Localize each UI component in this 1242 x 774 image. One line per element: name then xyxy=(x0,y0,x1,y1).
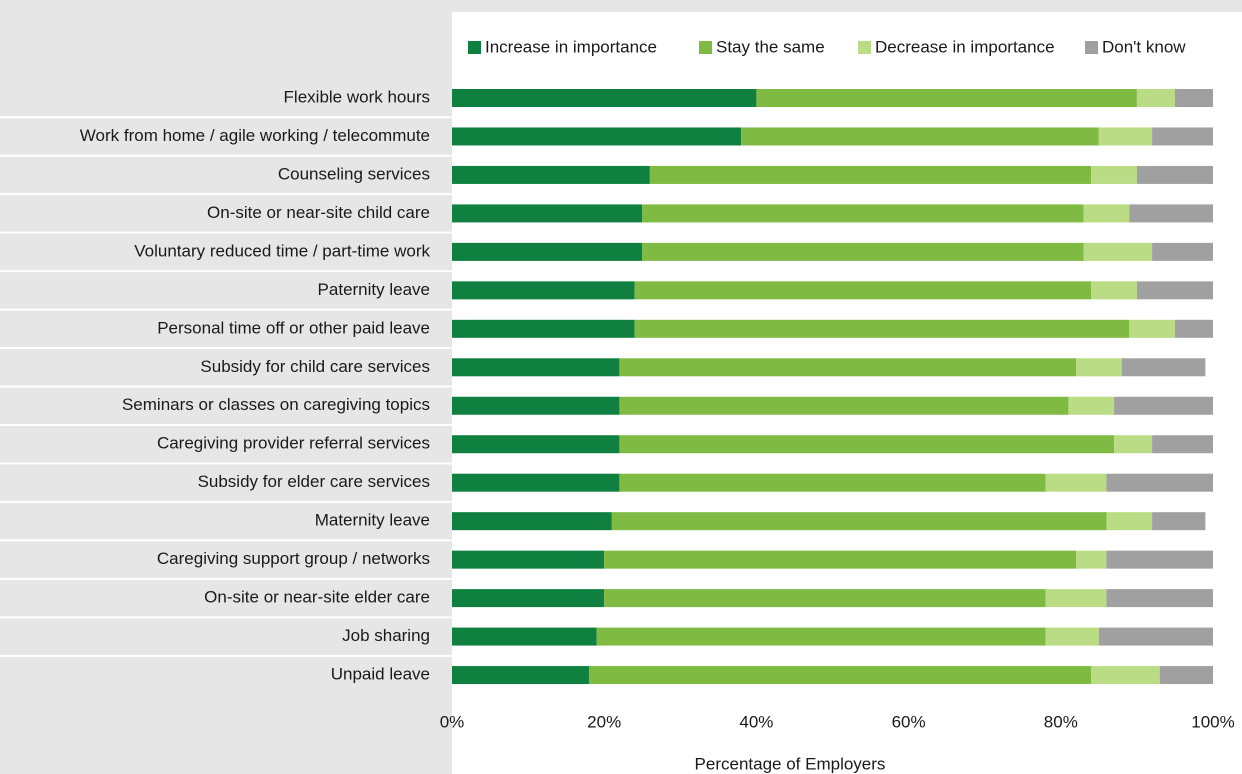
bar-segment xyxy=(1121,358,1206,377)
bar-segment xyxy=(452,165,650,184)
bar-segment xyxy=(452,281,635,300)
y-tick-label: Counseling services xyxy=(278,164,430,183)
bar-segment xyxy=(619,435,1115,454)
bar-segment xyxy=(1114,435,1153,454)
bar-segment xyxy=(596,627,1046,646)
legend-swatch xyxy=(858,41,871,54)
bar-segment xyxy=(619,358,1077,377)
bar-segment xyxy=(1106,512,1153,531)
bar-segment xyxy=(588,666,1092,685)
x-tick-label: 20% xyxy=(587,712,621,731)
bar-segment xyxy=(1174,319,1213,338)
x-tick-label: 0% xyxy=(440,712,465,731)
bar-segment xyxy=(756,89,1137,107)
x-tick-label: 60% xyxy=(892,712,926,731)
bar-segment xyxy=(1083,242,1153,261)
bar-segment xyxy=(1136,89,1175,107)
y-tick-label: Subsidy for child care services xyxy=(200,357,430,376)
legend-label: Stay the same xyxy=(716,37,825,56)
bar-segment xyxy=(1098,627,1213,646)
bar-segment xyxy=(1152,512,1206,531)
bar-segment xyxy=(1136,281,1213,300)
bar-segment xyxy=(1045,473,1107,492)
bar-segment xyxy=(1114,396,1213,415)
y-tick-label: On-site or near-site child care xyxy=(207,203,430,222)
bar-segment xyxy=(452,127,742,146)
plot-area xyxy=(452,12,1242,774)
bar-segment xyxy=(1106,589,1213,608)
x-tick-label: 80% xyxy=(1044,712,1078,731)
bar-segment xyxy=(452,512,612,531)
bar-segment xyxy=(634,319,1130,338)
bar-segment xyxy=(1076,358,1122,377)
bar-segment xyxy=(611,512,1107,531)
y-tick-label: Paternity leave xyxy=(318,280,430,299)
y-tick-label: Personal time off or other paid leave xyxy=(157,318,430,337)
bar-segment xyxy=(1091,281,1137,300)
bar-segment xyxy=(642,242,1084,261)
bar-segment xyxy=(452,242,643,261)
bar-segment xyxy=(1091,666,1160,685)
x-axis-title: Percentage of Employers xyxy=(695,754,886,773)
legend-swatch xyxy=(1085,41,1098,54)
y-tick-label: On-site or near-site elder care xyxy=(204,588,430,607)
bar-segment xyxy=(604,550,1077,569)
bar-segment xyxy=(452,666,589,685)
bar-segment xyxy=(1136,165,1213,184)
bar-segment xyxy=(452,589,605,608)
bar-segment xyxy=(1152,242,1213,261)
y-tick-label: Maternity leave xyxy=(315,511,430,530)
y-tick-label: Seminars or classes on caregiving topics xyxy=(122,395,430,414)
bar-segment xyxy=(619,396,1069,415)
x-tick-label: 40% xyxy=(739,712,773,731)
bar-segment xyxy=(634,281,1092,300)
y-tick-label: Caregiving support group / networks xyxy=(157,549,430,568)
y-tick-label: Work from home / agile working / telecom… xyxy=(80,126,430,145)
bar-segment xyxy=(1091,165,1137,184)
legend-swatch xyxy=(699,41,712,54)
legend-swatch xyxy=(468,41,481,54)
bar-segment xyxy=(1159,666,1213,685)
legend-label: Increase in importance xyxy=(485,37,657,56)
bar-segment xyxy=(1129,319,1175,338)
bar-segment xyxy=(452,627,597,646)
bar-segment xyxy=(1174,89,1213,107)
bar-segment xyxy=(452,435,620,454)
legend-label: Don't know xyxy=(1102,37,1186,56)
y-tick-label: Job sharing xyxy=(342,626,430,645)
bar-segment xyxy=(1076,550,1107,569)
bar-segment xyxy=(452,396,620,415)
bar-segment xyxy=(1083,204,1130,223)
y-tick-label: Voluntary reduced time / part-time work xyxy=(134,241,430,260)
y-tick-label: Flexible work hours xyxy=(284,87,430,106)
bar-segment xyxy=(642,204,1084,223)
bar-segment xyxy=(1152,127,1213,146)
bar-segment xyxy=(1106,473,1213,492)
bar-segment xyxy=(452,358,620,377)
bar-segment xyxy=(604,589,1046,608)
bar-segment xyxy=(1098,127,1153,146)
bar-segment xyxy=(741,127,1099,146)
x-tick-label: 100% xyxy=(1191,712,1234,731)
bar-segment xyxy=(1068,396,1115,415)
legend-label: Decrease in importance xyxy=(875,37,1055,56)
y-tick-label: Subsidy for elder care services xyxy=(198,472,430,491)
bar-segment xyxy=(649,165,1092,184)
bar-segment xyxy=(619,473,1046,492)
bar-segment xyxy=(1152,435,1213,454)
bar-segment xyxy=(452,319,635,338)
bar-segment xyxy=(1106,550,1213,569)
bar-segment xyxy=(452,89,757,107)
bar-segment xyxy=(452,473,620,492)
bar-segment xyxy=(1129,204,1213,223)
bar-segment xyxy=(1045,627,1099,646)
bar-segment xyxy=(1045,589,1107,608)
y-tick-label: Caregiving provider referral services xyxy=(157,434,430,453)
bar-segment xyxy=(452,204,643,223)
bar-segment xyxy=(452,550,605,569)
y-tick-label: Unpaid leave xyxy=(331,665,430,684)
